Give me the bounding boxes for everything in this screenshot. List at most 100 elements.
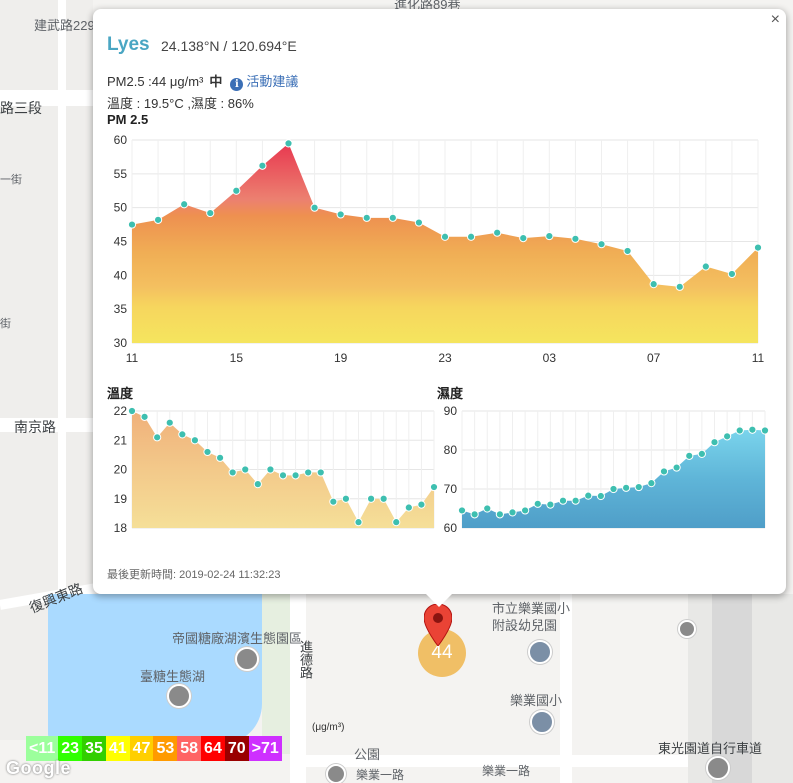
- data-point: [178, 430, 187, 439]
- data-point: [685, 451, 694, 460]
- data-point: [470, 510, 479, 519]
- data-point: [310, 203, 319, 212]
- y-tick-label: 19: [114, 492, 128, 506]
- data-point: [153, 215, 163, 224]
- photo-poi-icon[interactable]: [706, 756, 730, 780]
- data-point: [584, 491, 593, 500]
- y-tick-label: 70: [444, 482, 458, 496]
- data-point: [153, 433, 162, 442]
- y-tick-label: 40: [114, 268, 128, 282]
- data-point: [127, 406, 137, 416]
- map-road: [0, 90, 93, 106]
- data-point: [545, 231, 554, 241]
- school-poi-icon[interactable]: [528, 640, 552, 664]
- data-point: [362, 213, 371, 222]
- data-point: [190, 436, 200, 445]
- data-point: [493, 228, 502, 237]
- info-icon[interactable]: i: [230, 78, 244, 91]
- pm-chart-title: PM 2.5: [107, 112, 149, 127]
- data-point: [558, 496, 568, 505]
- data-point: [609, 484, 618, 494]
- data-point: [278, 471, 288, 480]
- legend-item: 47: [129, 736, 154, 761]
- map-label: 市立樂業國小 附設幼兒園: [492, 601, 571, 633]
- data-point: [404, 503, 413, 512]
- data-point: [622, 483, 631, 492]
- map-road: [58, 0, 66, 740]
- data-point: [735, 426, 744, 435]
- location-pin-icon[interactable]: [424, 604, 452, 646]
- data-point: [291, 471, 300, 480]
- legend-item: <11: [26, 736, 59, 761]
- data-point: [392, 518, 401, 527]
- data-point: [634, 482, 643, 492]
- y-tick-label: 22: [114, 404, 128, 418]
- y-tick-label: 18: [114, 521, 128, 535]
- y-tick-label: 55: [114, 167, 128, 181]
- x-tick-label: 11: [126, 351, 139, 365]
- data-point: [533, 499, 542, 508]
- data-point: [284, 139, 293, 148]
- series-area: [132, 411, 434, 528]
- data-point: [623, 246, 632, 256]
- data-point: [127, 220, 137, 229]
- y-tick-label: 80: [444, 443, 458, 457]
- data-point: [483, 504, 492, 513]
- data-point: [760, 426, 770, 435]
- pm25-chart: 30 35 40 45 50 55 60 11 15 19 23 03 07 11: [114, 133, 765, 365]
- legend-item: >71: [248, 736, 282, 761]
- close-icon[interactable]: ×: [770, 11, 780, 28]
- activity-advice-link[interactable]: 活動建議: [246, 74, 299, 89]
- data-point: [379, 494, 388, 503]
- data-point: [440, 232, 450, 241]
- data-point: [336, 210, 345, 219]
- map-road: [560, 594, 572, 783]
- data-point: [304, 468, 313, 477]
- data-point: [165, 418, 174, 427]
- legend-item: 41: [105, 736, 130, 761]
- x-tick-label: 11: [752, 351, 765, 365]
- park-poi-icon[interactable]: [235, 647, 259, 671]
- last-updated-text: 最後更新時間: 2019-02-24 11:32:23: [107, 569, 281, 581]
- data-point: [417, 500, 426, 509]
- data-point: [206, 208, 215, 218]
- series-area: [462, 429, 765, 528]
- y-tick-label: 35: [114, 302, 128, 316]
- legend-item: 53: [153, 736, 178, 761]
- data-point: [701, 262, 710, 271]
- map-label: 進德路: [298, 640, 313, 679]
- poi-icon[interactable]: [326, 764, 346, 783]
- data-point: [140, 412, 149, 421]
- map-label: 樂業一路: [482, 764, 531, 778]
- google-logo[interactable]: Google: [6, 758, 71, 778]
- data-point: [571, 496, 580, 505]
- data-point: [597, 240, 606, 249]
- data-point: [710, 438, 719, 447]
- data-point: [241, 465, 250, 474]
- legend-item: 23: [58, 736, 83, 761]
- y-tick-label: 20: [114, 463, 128, 477]
- data-point: [215, 453, 225, 462]
- map-label: 臺糖生態湖: [140, 669, 206, 684]
- data-point: [748, 425, 757, 434]
- map-label: 建武路229巷: [34, 18, 108, 33]
- x-tick-label: 03: [543, 351, 557, 365]
- pm-reading: PM2.5 :44 μg/m³: [107, 74, 204, 89]
- data-point: [521, 506, 530, 515]
- y-tick-label: 45: [114, 235, 128, 249]
- map-label: 樂業國小: [510, 693, 563, 708]
- data-point: [675, 282, 684, 291]
- school-poi-icon[interactable]: [530, 710, 554, 734]
- photo-poi-icon[interactable]: [167, 684, 191, 708]
- legend-item: 64: [201, 736, 225, 761]
- data-point: [596, 491, 605, 501]
- y-tick-label: 60: [114, 133, 128, 147]
- pm-reading-line: PM2.5 :44 μg/m³ 中 i 活動建議: [107, 71, 298, 91]
- data-point: [466, 232, 476, 241]
- map-road: [290, 594, 306, 783]
- data-point: [429, 482, 439, 492]
- data-point: [723, 432, 732, 441]
- y-tick-label: 90: [444, 404, 458, 418]
- data-point: [519, 234, 528, 243]
- poi-icon[interactable]: [678, 620, 696, 638]
